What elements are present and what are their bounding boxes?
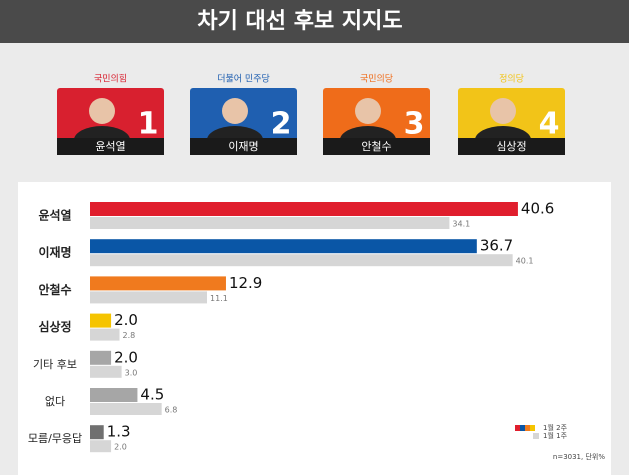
portrait-head [490,98,516,124]
candidate-name: 안철수 [361,140,391,153]
bar-current [90,350,112,365]
portrait-head [89,98,115,124]
bar-current [90,425,104,440]
bar-previous [90,217,450,229]
candidate-number: 4 [539,107,560,142]
header-bar [0,0,629,43]
legend-swatch [520,425,525,431]
category-label: 윤석열 [38,208,71,223]
value-label-current: 40.6 [521,200,554,218]
chart-panel [18,182,611,475]
candidate-number: 3 [404,107,425,142]
category-label: 심상정 [38,319,71,334]
category-label: 이재명 [38,245,71,260]
bar-previous [90,403,162,415]
value-label-current: 12.9 [229,274,262,292]
value-label-current: 2.0 [114,348,138,366]
legend-swatch [533,433,539,439]
value-label-current: 4.5 [140,386,164,404]
value-label-previous: 40.1 [516,257,534,266]
name-strip [323,138,430,155]
bar-current [90,202,518,216]
category-label: 없다 [45,395,65,408]
bar-current [90,276,226,291]
value-label-current: 36.7 [480,237,513,255]
value-label-previous: 6.8 [165,406,178,415]
value-label-previous: 2.8 [123,331,136,340]
legend-label: 1월 1주 [543,431,568,440]
portrait-head [222,98,248,124]
value-label-current: 1.3 [107,423,131,441]
value-label-current: 2.0 [114,311,138,329]
party-label: 국민의힘 [94,74,127,85]
party-label: 정의당 [499,74,524,85]
candidate-number: 1 [138,107,159,142]
party-label: 국민의당 [360,74,393,85]
title: 차기 대선 후보 지지도 [197,9,402,34]
candidate-name: 이재명 [228,140,258,153]
bar-previous [90,440,112,453]
candidate-name: 심상정 [496,140,526,153]
bar-previous [90,328,120,341]
value-label-previous: 34.1 [452,220,470,229]
portrait-head [355,98,381,124]
category-label: 기타 후보 [33,358,77,371]
bar-previous [90,254,513,267]
legend-swatch [515,425,520,431]
bar-previous [90,291,207,304]
category-label: 모름/무응답 [28,432,82,445]
party-label: 더불어 민주당 [217,74,270,85]
bar-current [90,313,112,328]
legend-swatch [530,425,535,431]
name-strip [190,138,297,155]
value-label-previous: 11.1 [210,294,228,303]
legend-label: 1월 2주 [543,423,568,432]
chart-note: n=3031, 단위% [553,452,605,461]
value-label-previous: 3.0 [125,368,138,377]
category-label: 안철수 [38,282,71,297]
candidate-name: 윤석열 [95,140,125,153]
bar-current [90,388,138,402]
value-label-previous: 2.0 [114,443,127,452]
name-strip [458,138,565,155]
bar-current [90,239,477,254]
bar-previous [90,365,122,378]
name-strip [57,138,164,155]
legend-swatch [525,425,530,431]
candidate-number: 2 [271,107,292,142]
